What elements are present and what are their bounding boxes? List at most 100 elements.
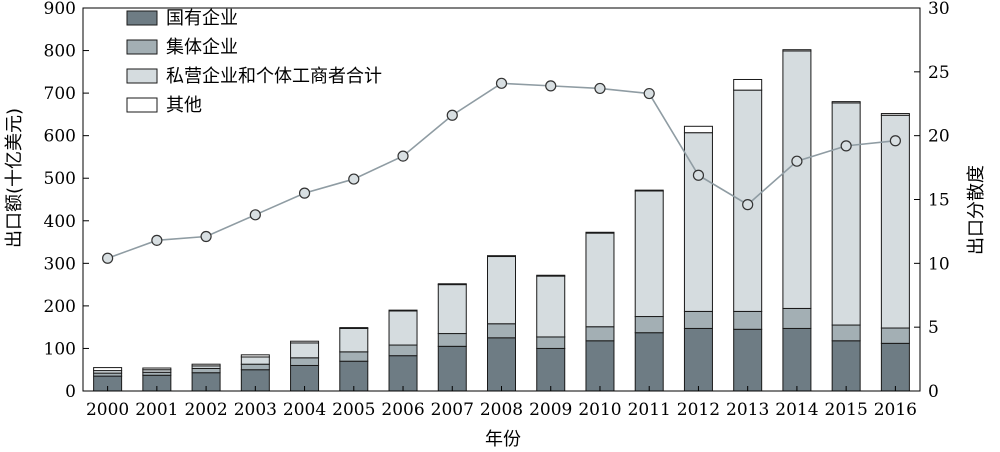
bar-segment-2015-0 <box>831 340 861 392</box>
bar-segment-2013-0 <box>733 328 763 392</box>
legend-swatch-0 <box>126 10 158 26</box>
bar-segment-2004-2 <box>290 342 320 359</box>
x-tick-label-2007: 2007 <box>431 400 474 420</box>
bar-segment-2005-3 <box>339 327 369 329</box>
y-axis-title: 出口额(十亿美元) <box>4 108 25 248</box>
bar-segment-2002-3 <box>191 363 221 367</box>
y-tick-label: 500 <box>44 169 76 189</box>
y2-tick-label: 25 <box>928 63 950 83</box>
y2-tick-label: 0 <box>928 382 939 402</box>
dispersion-point-2002 <box>200 230 212 243</box>
x-tick-label-2008: 2008 <box>480 400 523 420</box>
legend-swatch-3 <box>126 97 158 113</box>
x-tick-label-2004: 2004 <box>283 400 326 420</box>
bar-segment-2014-0 <box>782 327 812 392</box>
y-tick-label: 300 <box>44 254 76 274</box>
dispersion-point-2010 <box>594 82 606 95</box>
bar-segment-2001-3 <box>142 367 172 371</box>
bar-segment-2008-1 <box>487 323 516 339</box>
bar-segment-2014-1 <box>782 307 812 329</box>
y2-tick-label: 20 <box>928 127 950 147</box>
x-tick-label-2005: 2005 <box>332 400 375 420</box>
legend-label-3: 其他 <box>166 95 202 116</box>
dispersion-point-2013 <box>742 199 754 211</box>
bar-stacks <box>93 49 910 392</box>
legend-swatch-2 <box>126 68 158 84</box>
dispersion-point-2007 <box>446 109 458 121</box>
dispersion-point-2011 <box>643 87 655 100</box>
bar-segment-2004-1 <box>290 357 320 366</box>
x-tick-label-2011: 2011 <box>628 400 671 420</box>
bar-segment-2012-0 <box>683 327 713 392</box>
x-axis-title: 年份 <box>485 429 521 450</box>
bar-segment-2014-3 <box>782 49 812 52</box>
bar-segment-2011-2 <box>634 190 664 318</box>
bar-segment-2007-1 <box>437 333 467 347</box>
y2-tick-label: 15 <box>928 191 950 211</box>
bar-segment-2002-1 <box>191 367 221 374</box>
y-tick-label: 100 <box>44 339 76 359</box>
x-tick-label-2003: 2003 <box>234 400 277 420</box>
bar-segment-2016-1 <box>880 327 910 344</box>
x-tick-label-2015: 2015 <box>825 400 868 420</box>
bar-segment-2006-1 <box>388 344 418 357</box>
x-tick-label-2002: 2002 <box>184 400 227 420</box>
bar-segment-2003-2 <box>240 356 270 365</box>
y-tick-label: 900 <box>44 0 76 19</box>
dispersion-point-2009 <box>545 80 557 92</box>
bar-segment-2010-0 <box>585 340 615 392</box>
x-tick-label-2014: 2014 <box>775 400 818 420</box>
y-tick-label: 0 <box>65 382 76 402</box>
dispersion-line-series <box>102 77 901 264</box>
dispersion-point-2012 <box>692 169 705 181</box>
x-tick-label-2016: 2016 <box>874 400 917 420</box>
legend-label-2: 私营企业和个体工商者合计 <box>166 66 382 87</box>
bar-segment-2009-1 <box>536 336 566 349</box>
bar-segment-2016-0 <box>880 342 910 392</box>
x-tick-label-2001: 2001 <box>135 400 178 420</box>
bar-segment-2006-2 <box>388 310 418 346</box>
legend-label-0: 国有企业 <box>166 8 238 29</box>
bar-segment-2011-1 <box>634 316 664 334</box>
dispersion-line <box>107 82 896 259</box>
bar-segment-2007-2 <box>437 284 467 335</box>
bar-segment-2009-3 <box>536 274 566 277</box>
bar-segment-2009-0 <box>536 347 566 392</box>
y-tick-label: 700 <box>44 84 76 104</box>
legend-swatch-1 <box>126 39 158 55</box>
bar-segment-2012-3 <box>683 125 713 134</box>
y-tick-label: 600 <box>44 127 76 147</box>
dispersion-point-2016 <box>889 135 901 147</box>
bar-segment-2013-1 <box>733 310 763 330</box>
dispersion-point-2003 <box>249 209 261 221</box>
bar-segment-2012-2 <box>683 132 713 312</box>
y2-tick-label: 30 <box>928 0 950 19</box>
y-tick-label: 400 <box>44 212 76 232</box>
bar-segment-2004-3 <box>290 340 320 344</box>
bar-segment-2003-3 <box>240 354 270 358</box>
bar-segment-2015-1 <box>831 324 861 342</box>
x-tick-label-2013: 2013 <box>726 400 769 420</box>
dispersion-point-2008 <box>495 77 508 89</box>
bar-segment-2005-1 <box>339 351 369 362</box>
bar-segment-2007-0 <box>437 345 467 392</box>
bar-segment-2007-3 <box>437 283 467 286</box>
bar-segment-2005-2 <box>339 327 369 353</box>
axes: 0 100 200 300 400 500 600 700 800 900 0 5 10 15 20 25 30… <box>44 0 950 420</box>
x-tick-label-2006: 2006 <box>381 400 424 420</box>
bar-segment-2011-3 <box>634 189 664 192</box>
dispersion-point-2015 <box>840 140 852 152</box>
bar-segment-2011-0 <box>634 332 664 392</box>
bar-segment-2009-2 <box>536 275 566 338</box>
dispersion-point-2000 <box>102 252 114 264</box>
dispersion-point-2006 <box>397 150 409 162</box>
bar-segment-2008-0 <box>487 337 516 392</box>
dispersion-point-2004 <box>298 187 311 199</box>
x-tick-label-2010: 2010 <box>578 400 621 420</box>
x-tick-label-2009: 2009 <box>529 400 572 420</box>
bar-segment-2013-3 <box>733 78 763 91</box>
bar-segment-2006-0 <box>388 355 418 392</box>
bar-segment-2012-1 <box>683 310 713 329</box>
